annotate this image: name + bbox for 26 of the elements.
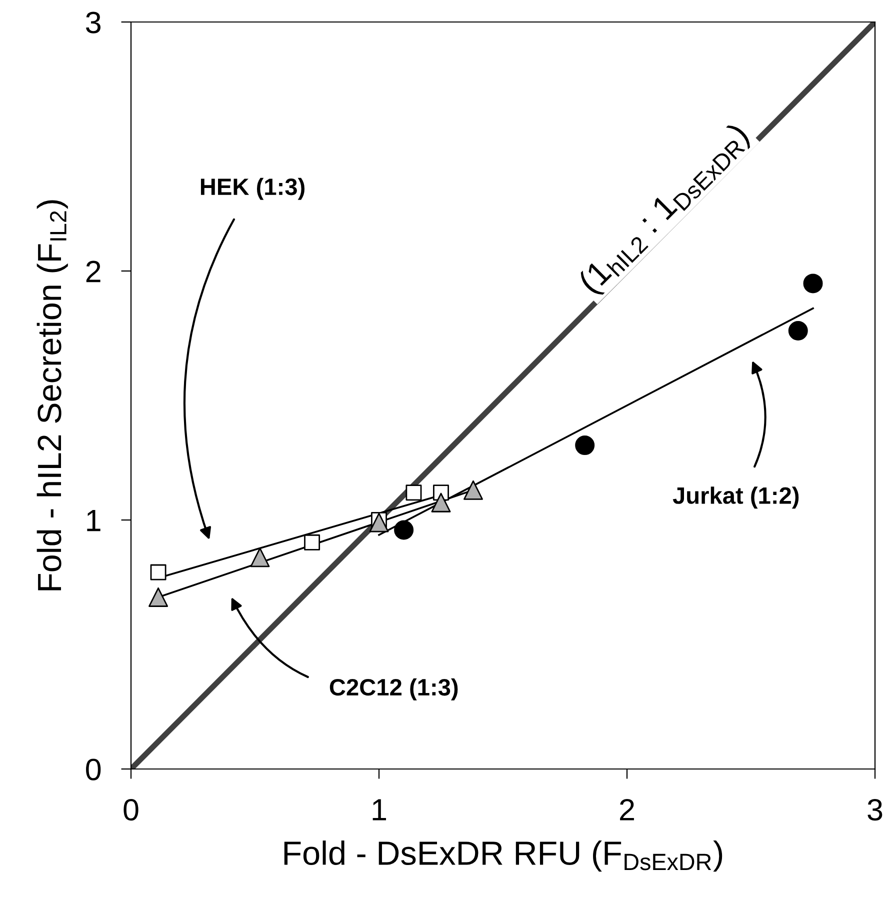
annotation: HEK (1:3) xyxy=(200,178,304,200)
point xyxy=(431,492,451,512)
point xyxy=(394,520,414,540)
point xyxy=(788,321,808,341)
x-tick-label: 2 xyxy=(620,798,634,820)
x-tick-label: 0 xyxy=(124,798,138,821)
x-tick-label: 1 xyxy=(372,799,386,820)
point xyxy=(304,534,320,550)
point xyxy=(148,587,168,607)
x-tick-label: 3 xyxy=(868,798,882,821)
annotation: (1$_{hIL2}$ : 1$_{DsExDR}$) xyxy=(576,121,754,299)
point xyxy=(463,480,483,500)
point xyxy=(250,548,270,568)
y-tick-label: 0 xyxy=(86,758,101,780)
point xyxy=(369,512,389,532)
annotation: Jurkat (1:2) xyxy=(672,486,799,509)
y-tick-label: 3 xyxy=(86,12,100,34)
point xyxy=(803,274,823,294)
point xyxy=(406,484,422,501)
point xyxy=(575,436,595,456)
y-tick-label: 1 xyxy=(87,510,100,532)
annotation: C2C12 (1:3) xyxy=(330,678,458,700)
point xyxy=(150,564,166,580)
y-tick-label: 2 xyxy=(86,260,100,282)
y-axis-title: Fold - hIL2 Secretion (F$_{IL2}$) xyxy=(36,200,68,590)
x-axis-title: Fold - DsExDR RFU (F$_{DsExDR}$) xyxy=(284,840,722,872)
